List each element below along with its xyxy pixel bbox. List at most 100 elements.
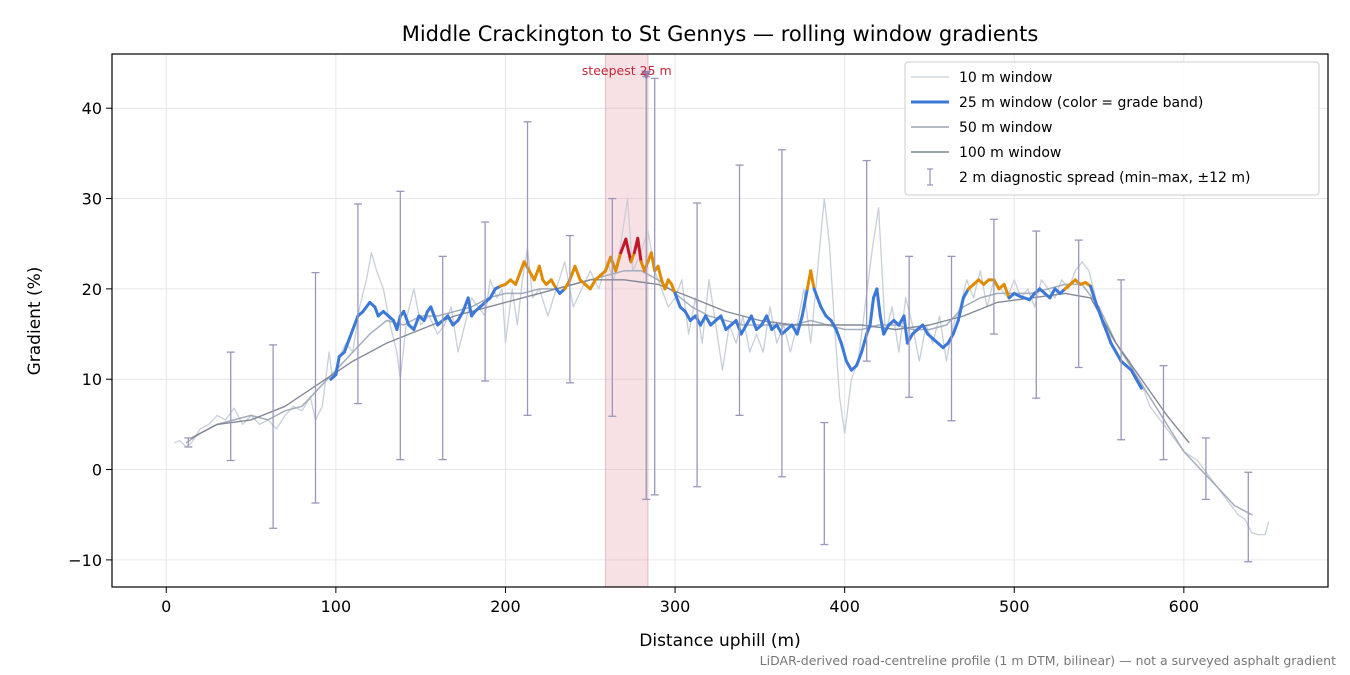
series-25m-segment: [683, 309, 692, 322]
series-25m-segment: [765, 314, 774, 332]
series-25m-segment: [878, 314, 886, 336]
series-25m-segment: [902, 314, 909, 345]
series-25m-segment: [466, 296, 474, 318]
series-25m-segment: [868, 296, 875, 327]
x-tick-label: 100: [321, 597, 352, 616]
series-25m-segment: [456, 309, 465, 322]
series-25m-segment: [1104, 328, 1113, 345]
series-25m-segment: [992, 278, 1001, 291]
series-25m-segment: [1048, 287, 1057, 300]
axes-frame: [111, 53, 1329, 588]
series-25m-segment: [800, 287, 809, 318]
series-25m-segment: [875, 287, 882, 318]
series-25m-segment: [488, 287, 497, 300]
y-tick-label: 40: [82, 99, 102, 118]
x-tick-label: 500: [999, 597, 1030, 616]
series-25m-segment: [961, 287, 970, 300]
series-25m-segment: [921, 323, 930, 336]
y-tick-label: 0: [92, 461, 102, 480]
series-25m-segment: [412, 314, 421, 332]
y-tick-label: −10: [68, 551, 102, 570]
legend-entry: 10 m window: [959, 70, 1052, 86]
series-25m-segment: [670, 282, 677, 295]
series-25m-segment: [951, 319, 960, 336]
series-10m-line: [174, 197, 1270, 536]
series-25m-segment: [860, 332, 869, 354]
series-25m-segment: [1129, 368, 1138, 381]
legend: 10 m window 25 m window (color = grade ba…: [904, 61, 1320, 196]
series-100m-line: [191, 279, 1190, 444]
series-25m-segment: [1089, 284, 1098, 304]
series-25m-segment: [734, 319, 743, 336]
series-25m-segment: [829, 319, 838, 332]
series-25m-segment: [573, 264, 582, 282]
footnote: LiDAR-derived road-centreline profile (1…: [760, 653, 1336, 668]
series-25m-segment: [656, 264, 663, 282]
series-25m-segment: [739, 323, 748, 336]
series-25m-segment: [839, 341, 848, 363]
series-25m-segment: [946, 332, 955, 345]
series-25m-segment: [604, 255, 613, 273]
series-25m-segment: [549, 278, 558, 291]
series-25m-segment: [373, 305, 380, 318]
x-tick-label: 400: [829, 597, 860, 616]
series-25m-segment: [514, 269, 523, 286]
series-25m-segment: [636, 236, 643, 264]
series-25m-segment: [704, 314, 713, 327]
series-25m-segment: [855, 350, 864, 368]
series-25m-segment: [956, 296, 965, 322]
series-25m-segment: [402, 309, 411, 327]
x-tick-label: 600: [1169, 597, 1200, 616]
x-axis-label: Distance uphill (m): [639, 631, 800, 651]
series-group: [174, 70, 1270, 563]
series-25m-segment: [905, 332, 914, 345]
series-25m-segment: [1134, 377, 1143, 390]
x-tick-label: 200: [490, 597, 521, 616]
series-25m-segment: [522, 260, 531, 273]
series-25m-segment: [816, 296, 823, 309]
series-25m-segment: [1099, 314, 1108, 332]
series-25m-segment: [334, 355, 341, 377]
series-25m-segment: [844, 359, 853, 372]
x-tick-label: 0: [161, 597, 171, 616]
series-25m-segment: [432, 314, 440, 327]
series-25m-segment: [775, 323, 784, 336]
series-25m-segment: [834, 328, 843, 345]
y-tick-label: 20: [82, 280, 102, 299]
series-25m-segment: [795, 314, 804, 336]
series-25m-segment: [1114, 350, 1123, 363]
series-25m-segment: [361, 300, 372, 313]
series-25m-segment: [749, 314, 758, 332]
series-25m-segment: [422, 309, 429, 322]
y-axis-label: Gradient (%): [25, 267, 45, 376]
legend-entry: 25 m window (color = grade band): [959, 95, 1203, 111]
series-25m-segment: [673, 291, 682, 309]
y-tick-label: 10: [82, 370, 102, 389]
steepest-label: steepest 25 m: [582, 63, 672, 78]
legend-entry: 2 m diagnostic spread (min–max, ±12 m): [959, 170, 1250, 186]
series-25m-segment: [351, 314, 360, 332]
series-25m-segment: [537, 264, 545, 282]
series-25m-segment: [812, 287, 820, 300]
series-50m-line: [185, 270, 1253, 516]
chart-title: Middle Crackington to St Gennys — rollin…: [402, 22, 1039, 46]
series-25m-segment: [1002, 282, 1011, 300]
series-25m-segment: [429, 305, 436, 318]
series-25m-segment: [629, 251, 636, 264]
series-25m-segment: [1109, 341, 1118, 354]
x-tick-label: 300: [660, 597, 691, 616]
plot-area: steepest 25 m 0 100 200 300 400 500 600 −10 0 10 20…: [68, 53, 1329, 616]
series-25m-segment: [568, 264, 577, 282]
legend-box: [904, 61, 1320, 196]
series-25m-segment: [719, 314, 728, 332]
y-tick-label: 30: [82, 190, 102, 209]
series-25m-segment: [624, 237, 633, 264]
series-25m-segment: [446, 314, 455, 327]
series-25m-segment: [342, 337, 351, 354]
legend-entry: 100 m window: [959, 145, 1061, 161]
series-25m-segment: [588, 278, 597, 291]
series-25m-segment: [347, 328, 355, 341]
legend-entry: 50 m window: [959, 120, 1052, 136]
series-25m-segment: [882, 323, 891, 336]
